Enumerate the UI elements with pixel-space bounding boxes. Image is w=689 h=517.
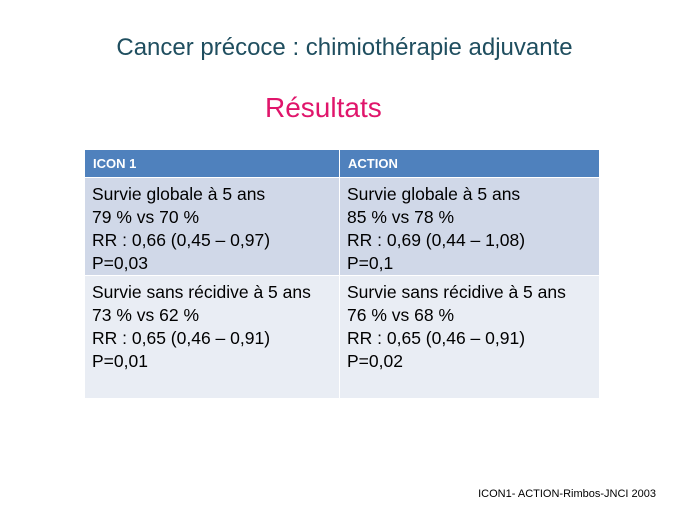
slide-title: Cancer précoce : chimiothérapie adjuvant… — [116, 34, 573, 61]
cell-icon1-overall-survival: Survie globale à 5 ans 79 % vs 70 % RR :… — [84, 177, 340, 276]
cell-line: RR : 0,65 (0,46 – 0,91) — [92, 328, 271, 348]
table-header-row: ICON 1 ACTION — [84, 150, 600, 178]
cell-line: P=0,01 — [92, 351, 148, 371]
cell-line: RR : 0,65 (0,46 – 0,91) — [347, 328, 526, 348]
header-action: ACTION — [339, 150, 600, 178]
source-citation: ICON1- ACTION-Rimbos-JNCI 2003 — [478, 488, 656, 500]
header-icon1: ICON 1 — [84, 150, 340, 178]
cell-line: RR : 0,66 (0,45 – 0,97) — [92, 230, 271, 250]
cell-action-overall-survival: Survie globale à 5 ans 85 % vs 78 % RR :… — [339, 177, 600, 276]
cell-line: RR : 0,69 (0,44 – 1,08) — [347, 230, 526, 250]
slide-subtitle: Résultats — [265, 92, 382, 123]
cell-icon1-recurrence-free: Survie sans récidive à 5 ans 73 % vs 62 … — [84, 275, 340, 399]
cell-line: 73 % vs 62 % — [92, 305, 199, 325]
cell-line: Survie globale à 5 ans — [92, 184, 266, 204]
cell-line: Survie sans récidive à 5 ans — [347, 282, 566, 302]
cell-line: Survie globale à 5 ans — [347, 184, 521, 204]
cell-line: P=0,03 — [92, 253, 148, 273]
cell-line: 76 % vs 68 % — [347, 305, 454, 325]
table-row: Survie globale à 5 ans 79 % vs 70 % RR :… — [84, 177, 600, 276]
cell-action-recurrence-free: Survie sans récidive à 5 ans 76 % vs 68 … — [339, 275, 600, 399]
table-row: Survie sans récidive à 5 ans 73 % vs 62 … — [84, 275, 600, 399]
cell-line: 85 % vs 78 % — [347, 207, 454, 227]
cell-line: P=0,02 — [347, 351, 403, 371]
results-table: ICON 1 ACTION Survie globale à 5 ans 79 … — [84, 150, 600, 399]
cell-line: 79 % vs 70 % — [92, 207, 199, 227]
cell-line: P=0,1 — [347, 253, 394, 273]
cell-line: Survie sans récidive à 5 ans — [92, 282, 311, 302]
